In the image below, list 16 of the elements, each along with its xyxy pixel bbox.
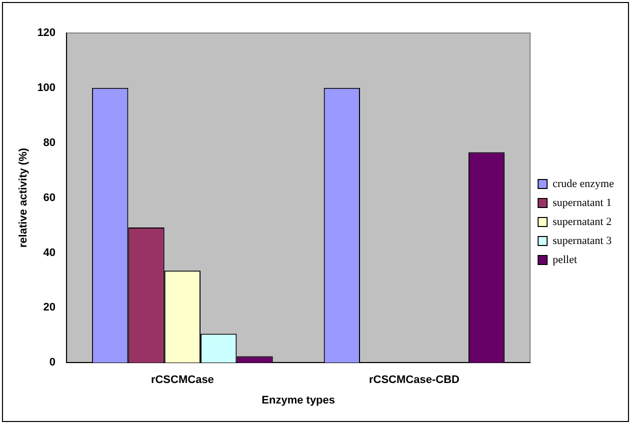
- y-tick-label: 100: [37, 82, 56, 94]
- y-tick-label: 60: [43, 192, 56, 204]
- legend-label: supernatant 2: [552, 216, 612, 228]
- x-axis-title: Enzyme types: [262, 394, 336, 406]
- y-tick-label: 0: [49, 356, 56, 369]
- legend-label: crude enzyme: [552, 178, 614, 190]
- y-tick-label: 80: [43, 136, 56, 149]
- x-tick-label: rCSCMCase-CBD: [368, 374, 460, 386]
- legend-label: supernatant 3: [552, 234, 612, 247]
- y-tick-label: 20: [43, 302, 56, 314]
- y-tick-label: 40: [43, 246, 56, 259]
- x-tick-label: rCSCMCase: [150, 374, 214, 386]
- legend-label: supernatant 1: [552, 196, 612, 209]
- y-axis-title: relative activity (%): [18, 148, 30, 248]
- y-tick-label: 120: [37, 27, 56, 40]
- legend-label: pellet: [552, 254, 578, 266]
